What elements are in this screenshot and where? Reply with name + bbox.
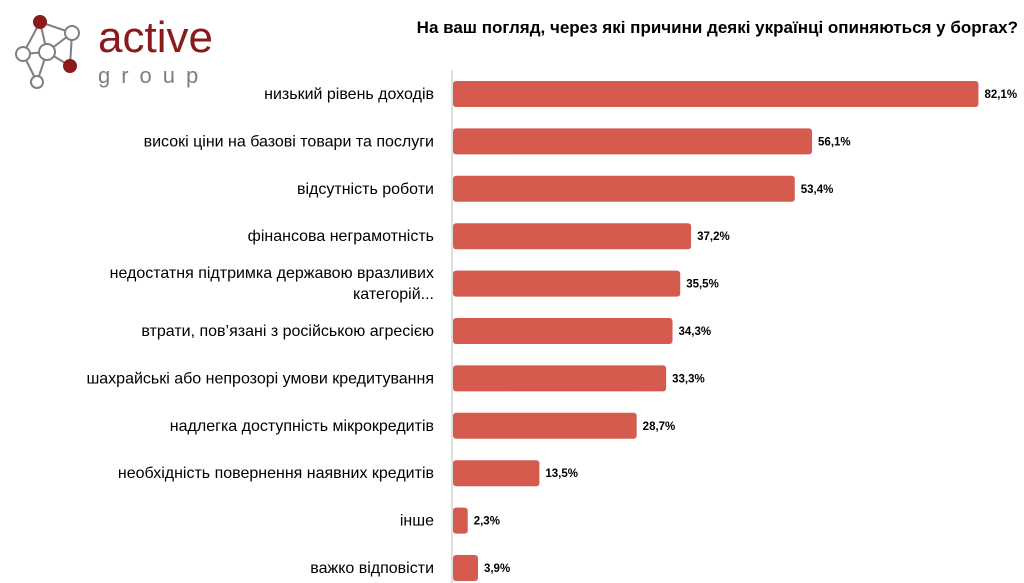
bar-9 — [453, 507, 468, 534]
value-label-4: 35,5% — [686, 279, 719, 291]
category-label-9: інше — [400, 513, 434, 530]
value-label-2: 53,4% — [801, 184, 834, 196]
category-label-5: втрати, пов’язані з російською агресією — [141, 323, 434, 340]
bar-6 — [453, 365, 667, 392]
active-group-logo: active group — [15, 13, 213, 89]
value-label-8: 13,5% — [545, 468, 578, 480]
network-icon — [15, 15, 80, 89]
value-label-1: 56,1% — [818, 136, 851, 148]
category-label-10: важко відповісти — [310, 560, 434, 577]
bar-1 — [453, 128, 813, 155]
value-label-6: 33,3% — [672, 373, 705, 385]
bar-5 — [453, 318, 673, 344]
value-label-5: 34,3% — [679, 326, 712, 338]
logo-subword: group — [98, 63, 209, 88]
bar-0 — [453, 81, 979, 107]
value-label-3: 37,2% — [697, 231, 730, 243]
category-label-3: фінансова неграмотність — [248, 228, 434, 245]
category-label-2: відсутність роботи — [297, 181, 434, 198]
value-label-10: 3,9% — [484, 563, 510, 575]
chart-title: На ваш погляд, через які причини деякі у… — [416, 18, 1018, 37]
bar-3 — [453, 223, 692, 250]
category-label-7: надлегка доступність мікрокредитів — [170, 418, 434, 435]
category-label-4: недостатня підтримка державою вразливих к… — [110, 265, 434, 303]
value-label-7: 28,7% — [643, 421, 676, 433]
value-label-0: 82,1% — [984, 89, 1017, 101]
category-label-1: високі ціни на базові товари та послуги — [144, 133, 434, 150]
bar-10 — [453, 555, 478, 581]
value-label-9: 2,3% — [474, 516, 500, 528]
bar-4 — [453, 270, 681, 297]
bar-8 — [453, 460, 540, 487]
bar-7 — [453, 412, 637, 439]
category-label-8: необхідність повернення наявних кредитів — [118, 465, 434, 482]
bar-2 — [453, 175, 795, 202]
category-label-6: шахрайські або непрозорі умови кредитува… — [86, 370, 434, 387]
logo-word: active — [98, 13, 213, 62]
category-label-0: низький рівень доходів — [264, 86, 434, 103]
